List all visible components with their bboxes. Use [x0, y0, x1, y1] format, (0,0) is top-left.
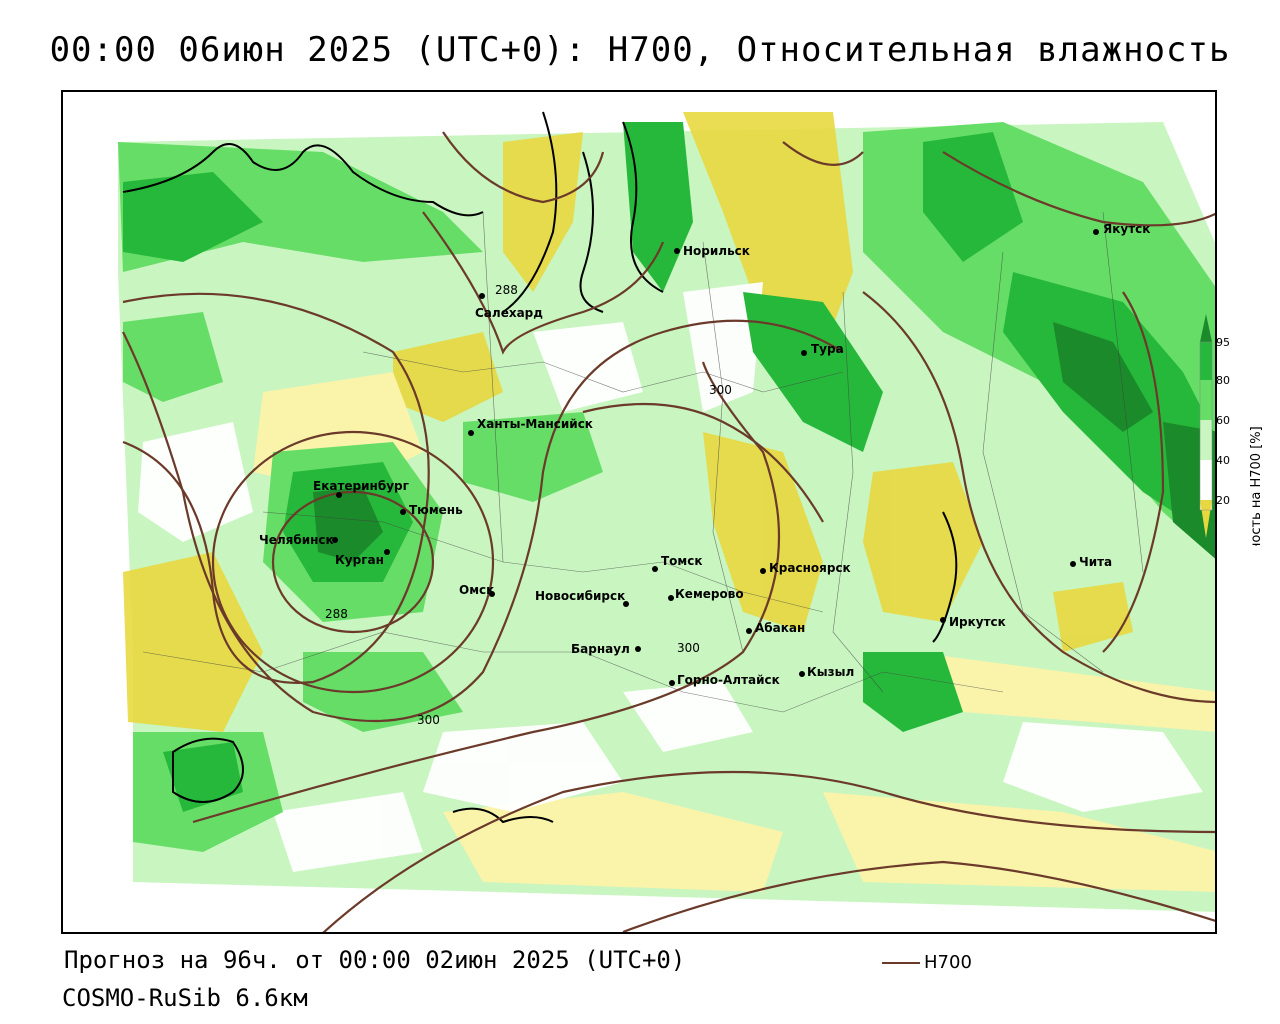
city-marker: Барнаул: [571, 642, 641, 656]
city-marker: Курган: [335, 549, 390, 567]
city-marker: Якутск: [1093, 222, 1150, 236]
city-label: Тура: [811, 342, 844, 356]
contour-label: 300: [677, 641, 700, 655]
colorbar-swatch: [1200, 420, 1212, 460]
city-marker: Салехард: [475, 293, 543, 320]
city-label: Якутск: [1103, 222, 1150, 236]
colorbar-title: Влажность на H700 [%]: [1249, 426, 1264, 546]
city-marker: Ханты-Мансийск: [468, 417, 593, 436]
contour-label: 300: [417, 713, 440, 727]
city-marker: Томск: [652, 554, 703, 572]
city-marker: Иркутск: [940, 615, 1006, 629]
city-label: Иркутск: [949, 615, 1006, 629]
city-label: Курган: [335, 553, 384, 567]
city-label: Норильск: [683, 244, 750, 258]
city-label: Тюмень: [409, 503, 463, 517]
chart-title: 00:00 06июн 2025 (UTC+0): H700, Относите…: [49, 30, 1231, 70]
map-canvas: 288 300 300 300 288 Якутск Норильск Сале…: [118, 111, 1215, 932]
humidity-colorbar: 95 80 60 40 20 Влажность на H700 [%]: [1199, 314, 1264, 546]
city-label: Томск: [661, 554, 703, 568]
colorbar-swatch: [1200, 460, 1212, 500]
city-marker: Норильск: [674, 244, 750, 258]
city-marker: Красноярск: [760, 561, 851, 575]
city-label: Челябинск: [259, 533, 334, 547]
city-marker: Тура: [801, 342, 844, 356]
colorbar-swatch: [1200, 380, 1212, 420]
colorbar-swatch: [1200, 500, 1212, 538]
colorbar-tick: 40: [1216, 454, 1230, 467]
colorbar-swatch: [1200, 314, 1212, 342]
city-marker: Челябинск: [259, 533, 338, 547]
coastlines: [122, 111, 958, 824]
humidity-map: 288 300 300 300 288 Якутск Норильск Сале…: [61, 90, 1217, 934]
h700-legend-label: H700: [924, 952, 972, 973]
city-label: Чита: [1079, 555, 1112, 569]
city-label: Ханты-Мансийск: [477, 417, 593, 431]
city-marker: Чита: [1070, 555, 1112, 569]
city-label: Кемерово: [675, 587, 744, 601]
city-marker: Тюмень: [400, 503, 463, 517]
humid-areas: [118, 122, 1215, 852]
city-label: Красноярск: [769, 561, 851, 575]
h700-legend-swatch: [882, 962, 920, 964]
city-marker: Новосибирск: [535, 589, 629, 607]
colorbar-tick: 60: [1216, 414, 1230, 427]
city-marker: Горно-Алтайск: [669, 673, 780, 687]
borders: [142, 211, 1144, 713]
h700-contours: [122, 131, 1215, 932]
city-label: Омск: [459, 583, 494, 597]
city-marker: Кызыл: [799, 665, 854, 679]
city-label: Новосибирск: [535, 589, 625, 603]
city-marker: Екатеринбург: [313, 479, 409, 498]
contour-label: 300: [709, 383, 732, 397]
model-name: COSMO-RuSib 6.6км: [62, 984, 308, 1012]
city-label: Абакан: [755, 621, 805, 635]
contour-labels: 288 300 300 300 288: [325, 283, 732, 727]
city-label: Горно-Алтайск: [677, 673, 780, 687]
city-marker: Кемерово: [668, 587, 744, 601]
city-label: Салехард: [475, 306, 543, 320]
city-label: Кызыл: [807, 665, 854, 679]
colorbar-swatches: [1199, 314, 1213, 538]
cities: Якутск Норильск Салехард Тура Ханты-Манс…: [259, 222, 1150, 687]
city-label: Екатеринбург: [313, 479, 409, 493]
city-marker: Абакан: [746, 621, 805, 635]
colorbar-ticks: 95 80 60 40 20: [1216, 336, 1230, 507]
colorbar-tick: 95: [1216, 336, 1230, 349]
colorbar-swatch: [1200, 342, 1212, 380]
contour-label: 288: [325, 607, 348, 621]
colorbar-tick: 20: [1216, 494, 1230, 507]
contour-label: 288: [495, 283, 518, 297]
colorbar-tick: 80: [1216, 374, 1230, 387]
city-marker: Омск: [459, 583, 495, 597]
city-label: Барнаул: [571, 642, 630, 656]
forecast-info: Прогноз на 96ч. от 00:00 02июн 2025 (UTC…: [64, 946, 686, 974]
